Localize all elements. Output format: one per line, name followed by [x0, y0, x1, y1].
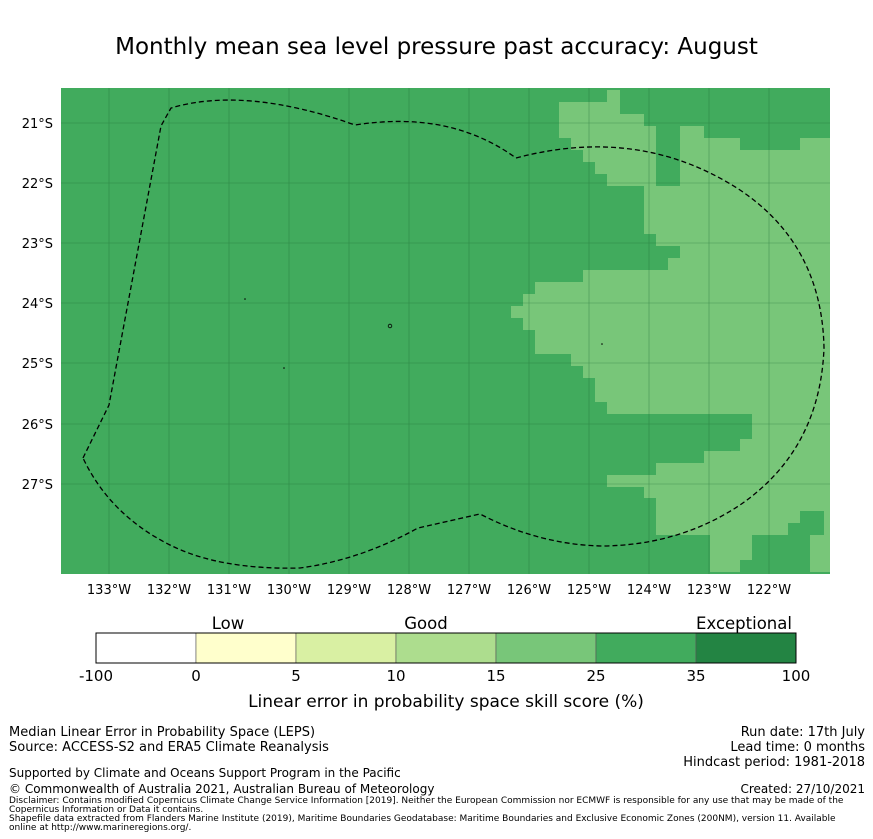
footer-support: Supported by Climate and Oceans Support …: [9, 766, 401, 780]
lead-time: Lead time: 0 months: [730, 740, 865, 755]
lon-label: 122°W: [747, 583, 791, 598]
created-date: Created: 27/10/2021: [740, 782, 865, 796]
footer-copyright: © Commonwealth of Australia 2021, Austra…: [9, 782, 435, 796]
eez-boundary: [82, 99, 825, 569]
colorbar-tick: -100: [78, 667, 114, 685]
lat-label: 23°S: [22, 237, 53, 252]
colorbar-swatch: [295, 632, 397, 664]
lon-label: 126°W: [507, 583, 551, 598]
colorbar-tick: 0: [191, 667, 201, 685]
colorbar-swatch: [695, 632, 797, 664]
lon-label: 128°W: [387, 583, 431, 598]
lat-labels: 21°S 22°S 23°S 24°S 25°S 26°S 27°S: [22, 117, 53, 493]
colorbar-label-exceptional: Exceptional: [696, 614, 792, 633]
lat-label: 21°S: [22, 117, 53, 132]
colorbar-swatch: [95, 632, 197, 664]
colorbar-tick: 5: [291, 667, 301, 685]
disclaimer-line: online at http://www.marineregions.org/.: [9, 823, 192, 833]
disclaimer-line: Shapefile data extracted from Flanders M…: [9, 814, 836, 824]
lon-label: 130°W: [267, 583, 311, 598]
lat-label: 27°S: [22, 478, 53, 493]
footer-method: Median Linear Error in Probability Space…: [9, 725, 316, 740]
skill-region-25-35: [656, 138, 680, 186]
colorbar-tick: 10: [386, 667, 406, 685]
page-title: Monthly mean sea level pressure past acc…: [115, 34, 758, 60]
lon-label: 124°W: [627, 583, 671, 598]
lon-label: 132°W: [147, 583, 191, 598]
colorbar-tick: 100: [781, 667, 811, 685]
disclaimer-line: Disclaimer: Contains modified Copernicus…: [9, 796, 844, 806]
colorbar-label-low: Low: [211, 614, 245, 633]
skill-region-25-35: [752, 535, 810, 574]
colorbar-tick: 15: [486, 667, 506, 685]
lat-label: 26°S: [22, 418, 53, 433]
lon-label: 125°W: [567, 583, 611, 598]
hindcast-period: Hindcast period: 1981-2018: [683, 755, 865, 770]
skill-region-15-25: [511, 90, 830, 572]
lon-labels: 133°W 132°W 131°W 130°W 129°W 128°W 127°…: [87, 583, 791, 598]
colorbar-swatch: [195, 632, 297, 664]
lon-label: 131°W: [207, 583, 251, 598]
colorbar: [95, 632, 797, 664]
colorbar-swatch: [495, 632, 597, 664]
colorbar-swatch: [595, 632, 697, 664]
lat-label: 22°S: [22, 177, 53, 192]
island: [601, 343, 603, 345]
skill-region-25-35: [788, 523, 800, 535]
lon-label: 133°W: [87, 583, 131, 598]
lat-label: 25°S: [22, 357, 53, 372]
footer-source: Source: ACCESS-S2 and ERA5 Climate Reana…: [9, 740, 329, 755]
colorbar-frame: [95, 632, 797, 664]
island: [283, 367, 285, 369]
colorbar-label-good: Good: [404, 614, 448, 633]
lon-label: 123°W: [687, 583, 731, 598]
map-gridlines: [61, 88, 830, 574]
island: [387, 323, 393, 329]
colorbar-tick: 25: [586, 667, 606, 685]
lon-label: 127°W: [447, 583, 491, 598]
run-date: Run date: 17th July: [740, 725, 865, 740]
colorbar-title: Linear error in probability space skill …: [248, 692, 644, 712]
colorbar-tick: 35: [686, 667, 706, 685]
disclaimer-line: Copernicus Information or Data it contai…: [9, 805, 204, 815]
colorbar-swatch: [395, 632, 497, 664]
island: [244, 298, 246, 300]
lon-label: 129°W: [327, 583, 371, 598]
disclaimer: Disclaimer: Contains modified Copernicus…: [9, 797, 869, 833]
lat-label: 24°S: [22, 297, 53, 312]
skill-region-25-35: [800, 511, 824, 535]
